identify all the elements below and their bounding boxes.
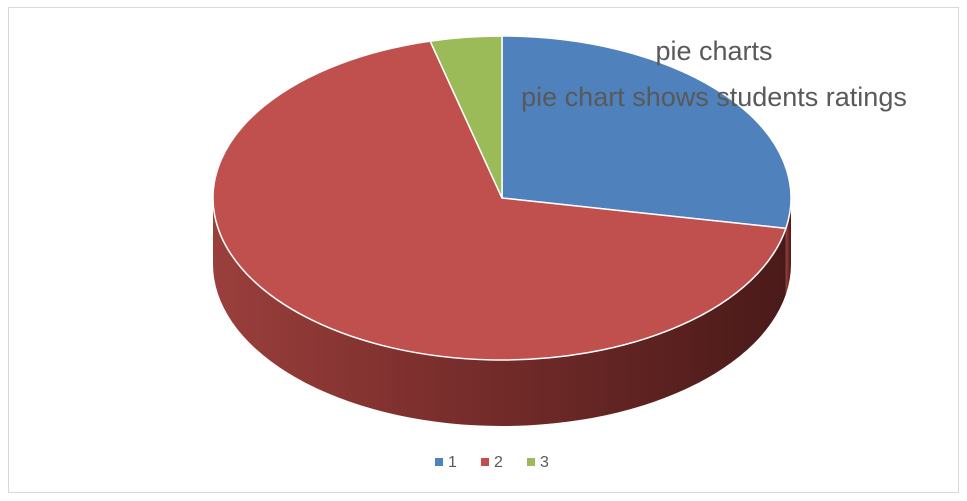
pie-side-layer xyxy=(213,198,791,427)
legend-label-2: 2 xyxy=(494,454,503,471)
pie-slice-1[interactable] xyxy=(501,35,792,230)
legend-label-3: 3 xyxy=(540,454,549,471)
pie-slices xyxy=(212,35,792,361)
legend: 1 2 3 xyxy=(435,454,549,471)
legend-swatch-1 xyxy=(435,458,443,466)
legend-swatch-2 xyxy=(481,458,489,466)
legend-swatch-3 xyxy=(527,458,535,466)
chart-subtitle: pie chart shows students ratings xyxy=(521,82,907,112)
pie-slice-3[interactable] xyxy=(429,35,503,199)
legend-label-1: 1 xyxy=(448,454,457,471)
pie-side-1 xyxy=(785,198,791,295)
pie-slice-2[interactable] xyxy=(212,40,787,361)
chart-title: pie charts xyxy=(655,36,772,66)
pie-side-2 xyxy=(213,198,786,427)
